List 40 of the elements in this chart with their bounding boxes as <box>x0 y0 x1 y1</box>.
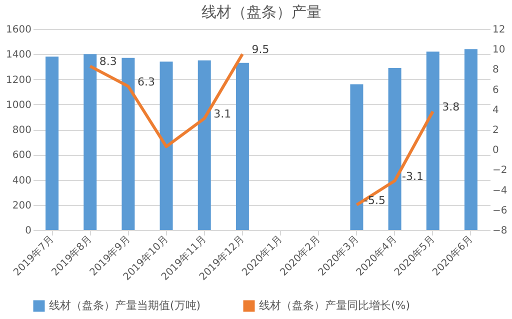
y2-tick-label: 8 <box>492 64 499 76</box>
bar <box>198 60 211 230</box>
y-tick-label: 1400 <box>6 50 32 61</box>
data-label: -3.1 <box>402 170 424 183</box>
data-label: 3.8 <box>442 100 460 114</box>
y2-tick-label: 12 <box>492 24 506 36</box>
y2-tick-label: −6 <box>492 205 508 216</box>
y2-tick-label: 2 <box>492 125 499 136</box>
legend-label: 线材（盘条）产量当期值(万吨) <box>49 299 201 312</box>
y2-tick-label: −8 <box>492 226 508 236</box>
y2-tick-label: 0 <box>492 145 499 156</box>
y2-tick-label: −4 <box>492 185 508 196</box>
y2-tick-label: 6 <box>492 84 499 96</box>
y-tick-label: 0 <box>25 226 32 236</box>
y-tick-label: 1000 <box>6 100 32 111</box>
bar <box>122 58 135 230</box>
legend-label: 线材（盘条）产量同比增长(%) <box>259 299 410 312</box>
y-tick-label: 1200 <box>6 74 32 86</box>
bar <box>426 52 440 230</box>
data-label: -5.5 <box>364 194 386 207</box>
data-label: 8.3 <box>99 55 117 68</box>
y2-tick-label: 10 <box>492 44 506 56</box>
bar <box>464 49 478 230</box>
y2-tick-label: −2 <box>492 165 508 176</box>
y-tick-label: 400 <box>12 175 32 186</box>
bar <box>84 54 97 230</box>
y-tick-label: 200 <box>12 200 32 212</box>
y-tick-label: 1600 <box>6 24 32 36</box>
y2-tick-label: 4 <box>492 104 499 116</box>
bar <box>160 62 173 230</box>
bar <box>236 62 249 230</box>
chart-title: 线材（盘条）产量 <box>202 3 322 21</box>
bar <box>46 56 59 230</box>
bar <box>350 84 364 230</box>
data-label: 9.5 <box>252 43 270 56</box>
data-label: 3.1 <box>214 107 232 120</box>
bar <box>388 68 402 230</box>
data-label: 6.3 <box>137 75 155 88</box>
y-tick-label: 600 <box>12 150 32 162</box>
y-tick-label: 800 <box>12 125 32 136</box>
